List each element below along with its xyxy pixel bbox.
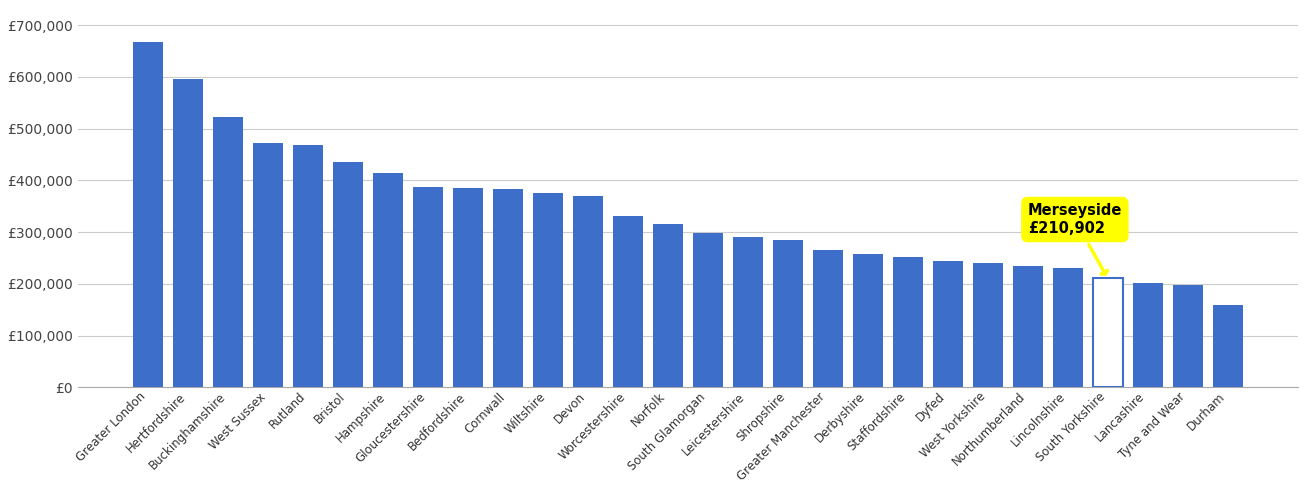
Bar <box>1133 283 1163 388</box>
Bar <box>1092 278 1122 388</box>
Bar <box>1212 305 1242 388</box>
Bar <box>213 117 243 388</box>
Bar <box>573 196 603 388</box>
Bar <box>933 261 963 388</box>
Bar <box>1013 266 1043 388</box>
Bar <box>532 194 562 388</box>
Bar <box>813 250 843 388</box>
Bar <box>972 263 1002 388</box>
Bar <box>1173 286 1203 388</box>
Bar <box>893 257 923 388</box>
Bar <box>733 237 763 388</box>
Text: Merseyside
£210,902: Merseyside £210,902 <box>1028 203 1122 274</box>
Bar <box>253 143 283 388</box>
Bar <box>174 79 204 388</box>
Bar <box>852 254 882 388</box>
Bar <box>493 189 523 388</box>
Bar <box>294 145 324 388</box>
Bar <box>373 172 403 388</box>
Bar <box>773 240 803 388</box>
Bar <box>1053 269 1083 388</box>
Bar <box>133 42 163 388</box>
Bar <box>453 188 483 388</box>
Bar <box>693 233 723 388</box>
Bar <box>652 224 683 388</box>
Bar <box>412 187 442 388</box>
Bar <box>613 216 643 388</box>
Bar <box>333 162 363 388</box>
